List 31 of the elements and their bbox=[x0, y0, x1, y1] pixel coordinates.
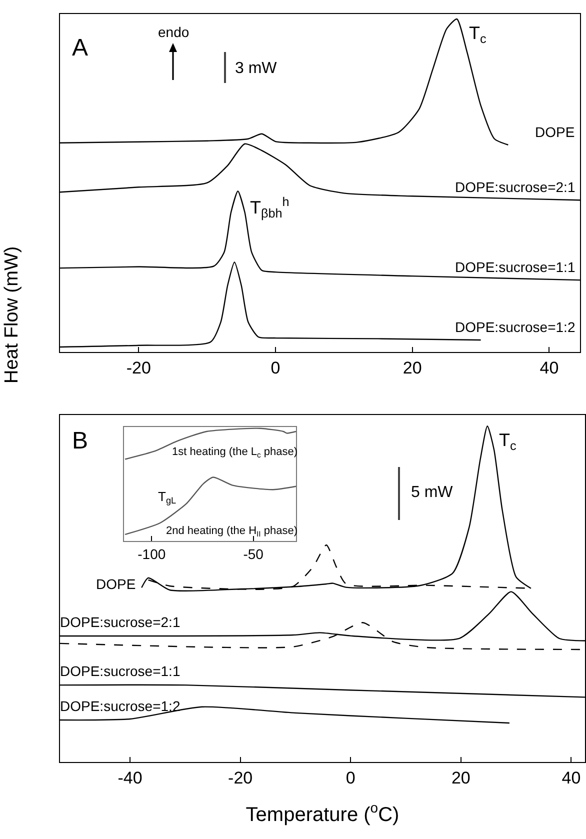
x-tick-label: -100 bbox=[138, 546, 166, 562]
series-label: DOPE:sucrose=1:2 bbox=[455, 319, 576, 335]
series-label: 1st heating (the L$_{c}$ phase) bbox=[172, 446, 298, 460]
series-label: DOPE bbox=[535, 124, 575, 140]
x-axis-title: Temperature ($^{o}$C) bbox=[246, 800, 400, 826]
annotation: T$_{c}$ bbox=[499, 430, 516, 453]
x-tick-label: 20 bbox=[451, 768, 470, 788]
annotation: endo bbox=[158, 24, 190, 40]
series-label: DOPE:sucrose=2:1 bbox=[455, 179, 576, 195]
x-tick-label: 20 bbox=[402, 358, 422, 378]
series-label: DOPE bbox=[96, 576, 136, 592]
x-tick-label: 40 bbox=[562, 768, 581, 788]
chart-title: B bbox=[72, 427, 88, 454]
x-tick-label: 0 bbox=[346, 768, 356, 788]
x-tick-label: -50 bbox=[243, 546, 264, 562]
x-tick-label: -20 bbox=[228, 768, 253, 788]
y-axis-title: Heat Flow (mW) bbox=[2, 246, 22, 384]
series-label: DOPE:sucrose=1:2 bbox=[60, 698, 180, 714]
annotation: 5 mW bbox=[411, 484, 454, 501]
series-label: DOPE:sucrose=1:1 bbox=[455, 259, 576, 275]
text: A bbox=[72, 34, 88, 62]
annotation: 3 mW bbox=[235, 60, 278, 77]
series-label: DOPE:sucrose=2:1 bbox=[60, 614, 180, 630]
series-label: DOPE:sucrose=1:1 bbox=[60, 663, 180, 679]
x-tick-label: -20 bbox=[126, 358, 151, 378]
annotation: T$_{gL}$ bbox=[158, 489, 176, 506]
x-tick-label: 40 bbox=[540, 358, 559, 378]
annotation: T$_{c}$ bbox=[469, 23, 486, 46]
x-tick-label: -40 bbox=[118, 768, 142, 788]
series-label: 2nd heating (the H$_{II}$ phase) bbox=[166, 525, 298, 538]
x-tick-label: 0 bbox=[270, 358, 280, 378]
